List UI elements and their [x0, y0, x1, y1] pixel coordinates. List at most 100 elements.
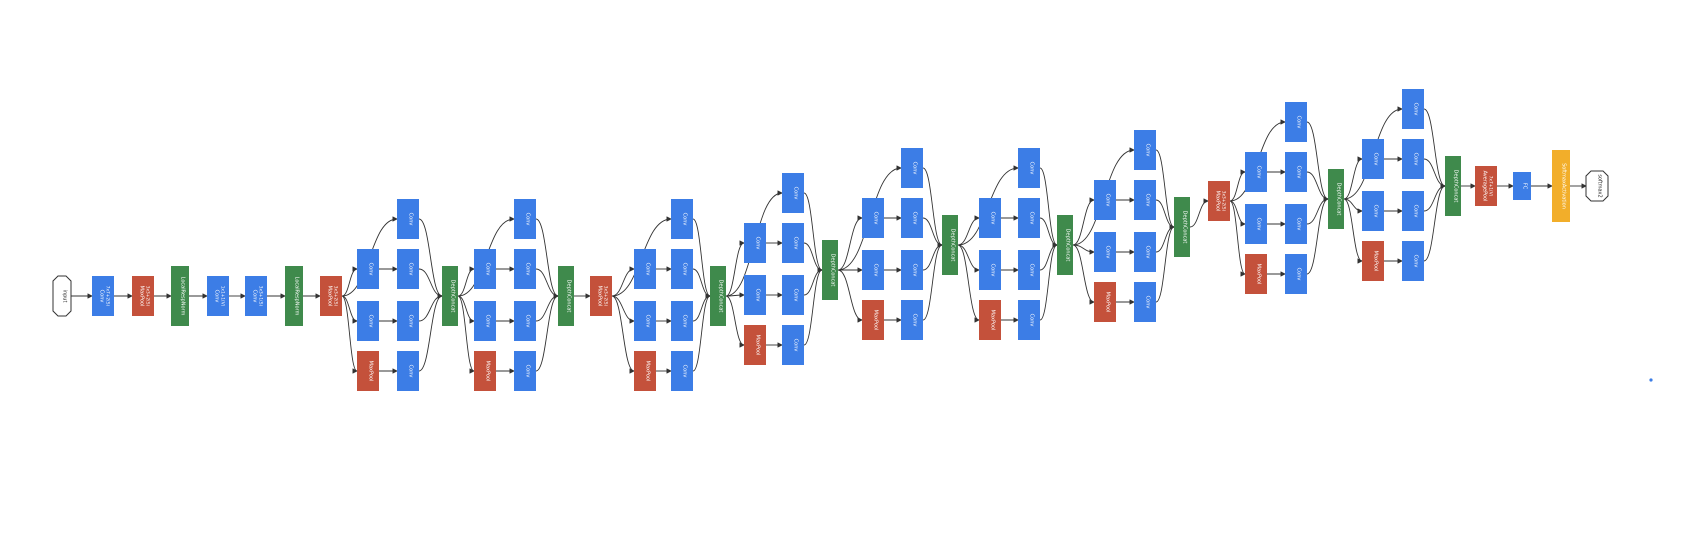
- inception-4e-conv-pool-proj: Conv: [1134, 282, 1156, 322]
- inception-3a-conv-1x1-branch-shape: [397, 199, 419, 239]
- inception-4c-conv-3x3-reduce: Conv: [862, 198, 884, 238]
- inception-3b-maxpool-3x3: MaxPool: [474, 351, 496, 391]
- inception-5b-conv-1x1-branch-label: Conv: [1413, 103, 1419, 116]
- inception-3b-conv-3x3-reduce-label: Conv: [485, 263, 491, 276]
- inception-4e-conv-5x5-label: Conv: [1145, 246, 1151, 259]
- inception-4c-conv-3x3: Conv: [901, 198, 923, 238]
- inception-4d-maxpool-3x3-shape: [979, 300, 1001, 340]
- inception-4e-conv-5x5-shape: [1134, 232, 1156, 272]
- maxpool-2-node: MaxPool 3x3+2(S): [320, 276, 342, 316]
- conv-3x3-node: Conv 3x3+1(S): [245, 276, 267, 316]
- inception-3a-conv-5x5: Conv: [397, 301, 419, 341]
- inception-4d-edge-out-b1: [1039, 167, 1058, 248]
- inception-4b-conv-3x3-reduce-shape: [744, 223, 766, 263]
- fc-node: FC: [1513, 172, 1531, 200]
- inception-4c-depth-concat-label: DepthConcat: [950, 229, 956, 262]
- inception-3a-edge-out-b1: [418, 218, 443, 299]
- maxpool-after-3b-node: MaxPool 3x3+2(S): [590, 276, 612, 316]
- inception-4b-edge-in-b4: [725, 295, 745, 348]
- inception-5a-conv-3x3: Conv: [1285, 152, 1307, 192]
- inception-4b-conv-5x5-label: Conv: [793, 289, 799, 302]
- inception-5b-edge-in-b3: [1343, 198, 1363, 214]
- inception-3a-depth-concat-label: DepthConcat: [450, 280, 456, 313]
- inception-3b-conv-pool-proj: Conv: [514, 351, 536, 391]
- conv-3x3-node-label: Conv: [252, 290, 258, 303]
- inception-4d-edge-in-b4: [957, 244, 980, 323]
- inception-4c-conv-1x1-branch: Conv: [901, 148, 923, 188]
- inception-4a-edge-in-b3: [611, 295, 635, 324]
- maxpool-2-node-params: 3x3+2(S): [333, 286, 339, 307]
- inception-5a-edge-out-b1: [1306, 121, 1329, 202]
- inception-4a-maxpool-3x3: MaxPool: [634, 351, 656, 391]
- maxpool-1-node-shape: [132, 276, 154, 316]
- inception-4d-edge-out-b4: [1039, 242, 1058, 321]
- inception-4d-conv-5x5-reduce: Conv: [979, 250, 1001, 290]
- inception-5b-depth-concat: DepthConcat: [1445, 156, 1461, 216]
- inception-3a-conv-5x5-reduce-shape: [357, 301, 379, 341]
- inception-5b-edge-in-b4: [1343, 198, 1363, 264]
- local-resp-norm-2-node-shape: [285, 266, 303, 326]
- inception-4c-conv-3x3-reduce-label: Conv: [873, 212, 879, 225]
- inception-3b-conv-pool-proj-shape: [514, 351, 536, 391]
- inception-3b-edge-out-b1: [535, 218, 559, 299]
- inception-4c-edge-in-b2: [837, 215, 863, 271]
- inception-3b-depth-concat-shape: [558, 266, 574, 326]
- average-pool-node-params: 7x7+1(V): [1488, 176, 1494, 197]
- maxpool-1-node-params: 3x3+2(S): [145, 286, 151, 307]
- inception-3b-conv-1x1-branch-shape: [514, 199, 536, 239]
- average-pool-node: AveragePool 7x7+1(V): [1475, 166, 1497, 206]
- maxpool-1-node-label: MaxPool: [139, 286, 145, 307]
- inception-4a-conv-5x5-reduce-shape: [634, 301, 656, 341]
- inception-5b-maxpool-3x3-shape: [1362, 241, 1384, 281]
- inception-5b-conv-pool-proj-label: Conv: [1413, 255, 1419, 268]
- inception-4b-edge-out-b2: [803, 242, 823, 273]
- inception-5a-conv-3x3-reduce-shape: [1245, 152, 1267, 192]
- inception-5b-conv-1x1-branch: Conv: [1402, 89, 1424, 129]
- inception-5a-conv-5x5-label: Conv: [1296, 218, 1302, 231]
- inception-4d-conv-5x5: Conv: [1018, 250, 1040, 290]
- conv-1x1-node-label: Conv: [214, 290, 220, 303]
- inception-3a-conv-3x3-reduce-shape: [357, 249, 379, 289]
- inception-5b-edge-out-b1: [1423, 108, 1446, 189]
- inception-4c-conv-5x5: Conv: [901, 250, 923, 290]
- inception-4c-depth-concat: DepthConcat: [942, 215, 958, 275]
- inception-4d-conv-3x3-reduce-shape: [979, 198, 1001, 238]
- inception-3b-edge-out-b4: [535, 293, 559, 372]
- inception-4a-depth-concat-shape: [710, 266, 726, 326]
- inception-5a-conv-pool-proj: Conv: [1285, 254, 1307, 294]
- inception-3b-depth-concat-label: DepthConcat: [566, 280, 572, 313]
- inception-4b-depth-concat-shape: [822, 240, 838, 300]
- inception-3a-maxpool-3x3: MaxPool: [357, 351, 379, 391]
- inception-4c-edge-out-b1: [922, 167, 943, 248]
- inception-4e-depth-concat-label: DepthConcat: [1182, 211, 1188, 244]
- inception-4c-conv-3x3-reduce-shape: [862, 198, 884, 238]
- inception-5b-conv-5x5-reduce-shape: [1362, 191, 1384, 231]
- input-node-label: input: [62, 290, 68, 303]
- inception-4a-depth-concat: DepthConcat: [710, 266, 726, 326]
- inception-4e-conv-5x5-reduce-label: Conv: [1105, 246, 1111, 259]
- inception-5b-conv-pool-proj-shape: [1402, 241, 1424, 281]
- inception-5b-conv-5x5-reduce: Conv: [1362, 191, 1384, 231]
- inception-5b-edge-out-b4: [1423, 183, 1446, 262]
- inception-5a-conv-5x5-shape: [1285, 204, 1307, 244]
- inception-4d-conv-pool-proj-shape: [1018, 300, 1040, 340]
- inception-4c-edge-out-b2: [922, 217, 943, 248]
- local-resp-norm-1-node: LocalRespNorm: [171, 266, 189, 326]
- inception-3b-conv-5x5-reduce-label: Conv: [485, 315, 491, 328]
- inception-5b-conv-1x1-branch-shape: [1402, 89, 1424, 129]
- inception-4e-conv-pool-proj-shape: [1134, 282, 1156, 322]
- inception-5b-maxpool-3x3: MaxPool: [1362, 241, 1384, 281]
- inception-4a-conv-3x3: Conv: [671, 249, 693, 289]
- inception-4e-conv-pool-proj-label: Conv: [1145, 296, 1151, 309]
- inception-5a-edge-in-b4: [1229, 200, 1246, 277]
- inception-4a-conv-5x5-label: Conv: [682, 315, 688, 328]
- softmax-activation-node-shape: [1552, 150, 1570, 222]
- inception-4d-conv-3x3-reduce: Conv: [979, 198, 1001, 238]
- inception-5b-edge-in-b2: [1343, 156, 1363, 200]
- inception-4d-conv-1x1-branch-shape: [1018, 148, 1040, 188]
- edge-to-maxpool-4: [1189, 198, 1209, 228]
- inception-4a-conv-5x5-reduce: Conv: [634, 301, 656, 341]
- conv-7x7-node: Conv 7x7+2(S): [92, 276, 114, 316]
- inception-3a-edge-out-b2: [418, 268, 443, 299]
- inception-5a-maxpool-3x3: MaxPool: [1245, 254, 1267, 294]
